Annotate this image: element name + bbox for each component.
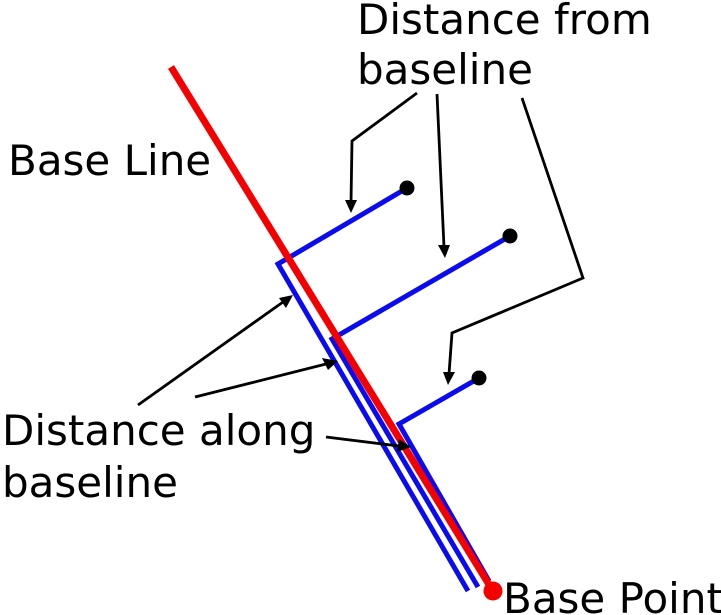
distance-from-arrow-3-shaft [447, 97, 585, 375]
distance-from-arrow-3-head [443, 372, 455, 385]
measure-path-2 [328, 233, 512, 589]
measure-path-1 [274, 185, 471, 593]
base-line-label: Base Line [8, 136, 211, 185]
distance-along-arrow-1-head [279, 295, 293, 308]
measure-path-3 [395, 375, 492, 583]
distance-from-arrow-1-shaft [349, 91, 418, 203]
distance-from-baseline-label-line2: baseline [357, 45, 533, 94]
distance-along-baseline-label-line2: baseline [2, 458, 178, 507]
base-line [168, 65, 496, 593]
distance-along-arrow-2-shaft [194, 362, 327, 399]
distance-from-arrow-1-head [345, 200, 357, 213]
distance-along-arrow-3-shaft [325, 435, 400, 448]
measure-point-dot-3 [471, 370, 487, 386]
base-point-dot [483, 581, 503, 601]
distance-along-arrow-1-shaft [137, 300, 284, 407]
distance-from-arrow-2-shaft [435, 93, 446, 248]
distance-along-arrow-2-head [322, 358, 338, 370]
distance-along-arrow-3-head [397, 439, 411, 452]
base-point-label: Base Point [503, 574, 721, 615]
distance-from-baseline-label-line1: Distance from [357, 0, 652, 44]
distance-from-arrow-2-head [438, 245, 450, 258]
measure-point-dot-2 [502, 228, 518, 244]
measure-point-dot-1 [399, 180, 415, 196]
distance-along-baseline-label-line1: Distance along [2, 406, 315, 455]
